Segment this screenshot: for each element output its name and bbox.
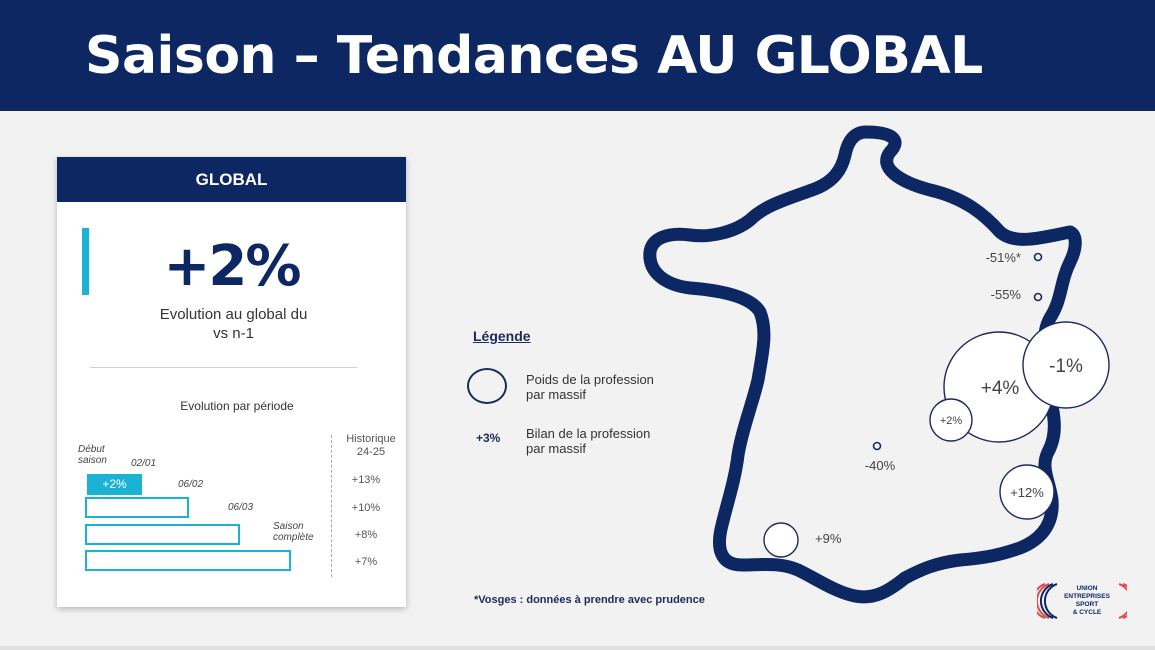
global-card: GLOBAL +2% Evolution au global du vs n-1… [57,157,406,607]
legend-value-line2: par massif [526,441,586,456]
massif-circle [999,464,1055,520]
logo-text: SPORT [1076,601,1098,608]
massif-label: -1% [1049,356,1083,377]
massif-label: -40% [865,458,896,473]
subtitle-line1: Evolution au global du [159,306,308,323]
legend-circle [467,368,507,404]
page-title: Saison – Tendances AU GLOBAL [85,26,983,86]
historique-header: Historique 24-25 [339,433,403,459]
historique-value: +13% [351,474,381,486]
massif-circle [872,441,882,451]
date-label: 02/01 [131,458,157,469]
legend-circle-line1: Poids de la profession [526,372,654,387]
accent-bar [82,228,89,295]
debut-saison-label: Début saison [78,444,107,466]
legend-title: Légende [473,328,531,344]
period-bar [85,497,189,518]
saison-line2: complète [273,532,314,543]
logo-text: UNION [1077,585,1098,592]
date-label: 06/03 [228,502,254,513]
global-value: +2% [163,234,302,299]
france-outline [643,125,1082,604]
date-label: 06/02 [178,479,204,490]
historique-line2: 24-25 [356,446,386,458]
period-bar [85,524,240,545]
historique-value: +7% [354,556,378,568]
historique-value: +10% [351,502,381,514]
historique-value: +8% [354,529,378,541]
divider [90,367,357,368]
legend-circle-line2: par massif [526,387,586,402]
massif-label: +9% [815,531,842,546]
logo-text: ENTREPRISES [1064,593,1111,600]
period-title: Evolution par période [180,399,294,413]
historique-line1: Historique [346,433,396,445]
legend-value-text: Bilan de la profession par massif [526,426,650,456]
saison-complete-label: Saison complète [273,521,314,543]
debut-line1: Début [78,444,105,455]
legend-value-sample: +3% [476,431,501,445]
logo-text: & CYCLE [1073,609,1102,616]
massif-circle [929,398,973,442]
period-bar [85,550,291,571]
footnote: *Vosges : données à prendre avec prudenc… [474,594,705,606]
header-banner [0,0,1155,111]
massif-circle [1033,252,1043,262]
union-logo: UNION ENTREPRISES SPORT & CYCLE [1037,583,1127,619]
period-bar: +2% [87,474,142,495]
massif-circle [1033,292,1043,302]
massif-label: +12% [1010,485,1044,500]
subtitle-line2: vs n-1 [213,325,254,342]
massif-circle [763,522,799,558]
massif-label: +4% [981,378,1020,399]
legend-circle-text: Poids de la profession par massif [526,372,654,402]
massif-label: -51%* [986,250,1021,265]
legend-value-line1: Bilan de la profession [526,426,651,441]
footer-line [0,646,1155,650]
massif-circle [1022,321,1110,409]
saison-line1: Saison [273,521,304,532]
global-subtitle: Evolution au global du vs n-1 [57,305,410,343]
massif-label: +2% [940,415,963,427]
massif-label: -55% [991,287,1022,302]
historique-divider [331,435,332,577]
card-header: GLOBAL [57,157,406,202]
debut-line2: saison [78,455,107,466]
